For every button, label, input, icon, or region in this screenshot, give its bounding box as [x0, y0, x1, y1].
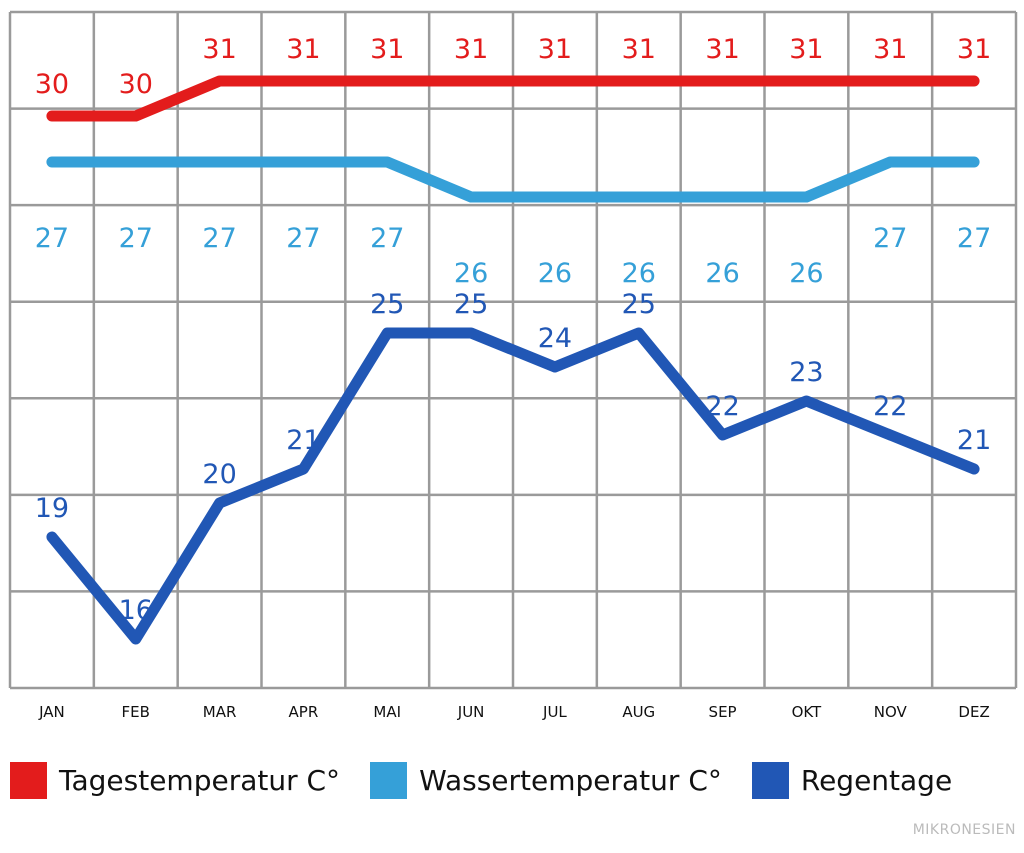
legend-label: Wassertemperatur C°: [419, 764, 722, 797]
data-label-day-temp: 31: [538, 34, 572, 65]
data-label-rain-days: 22: [705, 391, 739, 422]
x-tick-label: MAI: [373, 703, 401, 721]
data-label-day-temp: 31: [370, 34, 404, 65]
x-tick-label: JUN: [457, 703, 485, 721]
data-label-water-temp: 27: [202, 223, 236, 254]
data-label-water-temp: 27: [286, 223, 320, 254]
data-label-water-temp: 26: [705, 258, 739, 289]
legend-swatch-dark-blue: [751, 762, 789, 799]
x-tick-label: AUG: [622, 703, 655, 721]
data-label-water-temp: 27: [873, 223, 907, 254]
legend-label: Regentage: [800, 764, 953, 797]
legend-item-rain-days: Regentage: [751, 762, 953, 799]
data-label-day-temp: 31: [202, 34, 236, 65]
data-label-rain-days: 21: [286, 425, 320, 456]
x-tick-label: JUL: [542, 703, 567, 721]
x-tick-label: JAN: [38, 703, 65, 721]
data-label-rain-days: 20: [202, 459, 236, 490]
data-label-day-temp: 31: [454, 34, 488, 65]
data-label-water-temp: 26: [454, 258, 488, 289]
series-line-water-temp: [46, 156, 980, 203]
legend-swatch-red: [10, 762, 47, 799]
data-label-rain-days: 16: [119, 595, 153, 626]
data-label-day-temp: 30: [35, 69, 69, 100]
climate-chart: JAN FEB MAR APR MAI JUN JUL AUG SEP OKT NOV DEZ 30 30…: [8, 10, 1018, 721]
data-label-water-temp: 26: [622, 258, 656, 289]
data-label-water-temp: 26: [789, 258, 823, 289]
x-tick-label: NOV: [874, 703, 908, 721]
x-tick-label: APR: [289, 703, 319, 721]
data-label-day-temp: 31: [286, 34, 320, 65]
data-label-day-temp: 30: [119, 69, 153, 100]
data-label-day-temp: 31: [789, 34, 823, 65]
data-label-rain-days: 23: [789, 357, 823, 388]
data-label-rain-days: 21: [957, 425, 991, 456]
legend-swatch-light-blue: [370, 762, 408, 799]
x-tick-label: MAR: [203, 703, 237, 721]
x-tick-label: DEZ: [958, 703, 989, 721]
data-label-rain-days: 25: [454, 289, 488, 320]
data-label-rain-days: 22: [873, 391, 907, 422]
data-label-water-temp: 27: [35, 223, 69, 254]
legend-label: Tagestemperatur C°: [59, 764, 341, 797]
series-line-rain-days: [46, 327, 980, 645]
x-tick-label: FEB: [122, 703, 150, 721]
data-label-water-temp: 27: [119, 223, 153, 254]
data-label-rain-days: 19: [35, 493, 69, 524]
data-label-rain-days: 25: [370, 289, 404, 320]
data-label-water-temp: 26: [538, 258, 572, 289]
legend-item-day-temp: Tagestemperatur C°: [10, 762, 340, 799]
legend-item-water-temp: Wassertemperatur C°: [370, 762, 722, 799]
x-tick-label: OKT: [792, 703, 822, 721]
data-label-rain-days: 25: [622, 289, 656, 320]
data-label-water-temp: 27: [370, 223, 404, 254]
credit-label: MIKRONESIEN: [912, 822, 1016, 838]
data-label-rain-days: 24: [538, 323, 572, 354]
data-label-day-temp: 31: [957, 34, 991, 65]
data-label-water-temp: 27: [957, 223, 991, 254]
legend: Tagestemperatur C° Wassertemperatur C° R…: [10, 762, 952, 799]
data-label-day-temp: 31: [622, 34, 656, 65]
data-label-day-temp: 31: [873, 34, 907, 65]
data-label-day-temp: 31: [705, 34, 739, 65]
x-tick-label: SEP: [709, 703, 737, 721]
series-line-day-temp: [46, 75, 980, 122]
